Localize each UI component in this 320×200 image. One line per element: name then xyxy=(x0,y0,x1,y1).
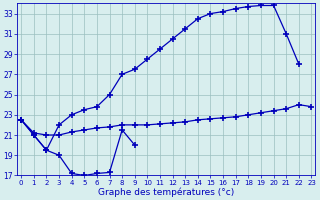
X-axis label: Graphe des températures (°c): Graphe des températures (°c) xyxy=(98,187,235,197)
